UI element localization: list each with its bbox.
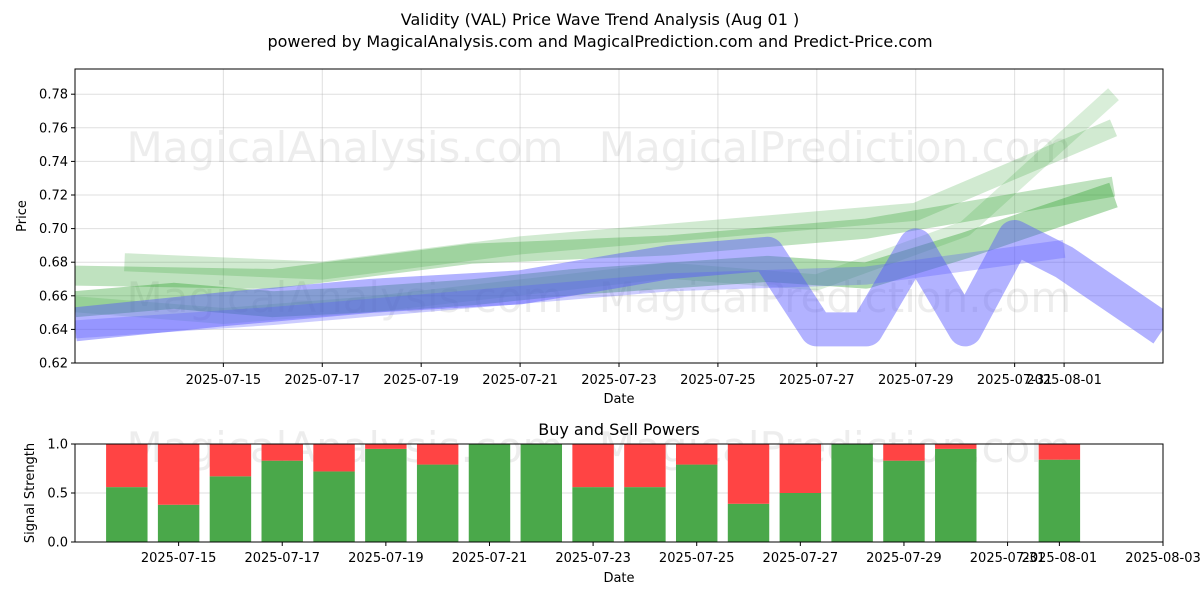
buy-bar (935, 448, 977, 542)
price-series-group (75, 88, 1163, 347)
signal-x-tick-label: 2025-07-27 (763, 551, 839, 566)
sell-bar (416, 444, 459, 465)
signal-y-tick-label: 0.0 (47, 536, 68, 551)
price-wave-green-0 (75, 182, 1118, 318)
price-x-tick-label: 2025-07-15 (186, 373, 262, 388)
price-x-tick-label: 2025-08-01 (1026, 373, 1102, 388)
sell-bar (209, 444, 252, 477)
price-x-tick-label: 2025-07-31 (977, 373, 1053, 388)
price-y-axis-label: Price (15, 200, 30, 232)
price-y-tick-label: 0.70 (39, 222, 68, 237)
chart-title: Validity (VAL) Price Wave Trend Analysis… (401, 10, 799, 29)
price-y-tick-label: 0.78 (39, 88, 68, 103)
sell-bar (779, 444, 822, 493)
sell-bar (935, 444, 977, 449)
price-y-tick-label: 0.66 (39, 289, 68, 304)
sell-bar (365, 444, 407, 449)
buy-bar (157, 504, 200, 542)
signal-chart-title: Buy and Sell Powers (538, 420, 700, 439)
signal-y-axis-label: Signal Strength (23, 443, 38, 543)
signal-y-ticks: 0.0 0.5 1.0 (47, 438, 75, 551)
watermark-prediction-mid: MagicalPrediction.com (599, 273, 1072, 322)
signal-x-tick-label: 2025-07-29 (866, 551, 942, 566)
signal-x-tick-label: 2025-07-17 (244, 551, 320, 566)
price-x-axis-label: Date (603, 392, 634, 407)
price-y-tick-label: 0.74 (39, 155, 68, 170)
price-x-tick-label: 2025-07-21 (482, 373, 558, 388)
buy-bar (572, 487, 614, 542)
buy-bar (106, 487, 148, 542)
signal-x-axis-label: Date (603, 571, 634, 586)
sell-bar (883, 444, 925, 461)
signal-bars (106, 444, 1081, 542)
watermark-analysis-mid: MagicalAnalysis.com (127, 273, 564, 322)
buy-bar (727, 503, 770, 542)
sell-bar (727, 444, 770, 504)
signal-x-tick-label: 2025-07-15 (141, 551, 217, 566)
price-wave-green-2 (124, 119, 1118, 280)
signal-x-tick-label: 2025-07-23 (555, 551, 631, 566)
buy-bar (779, 493, 822, 542)
price-y-ticks: 0.62 0.64 0.66 0.68 0.70 0.72 0.74 0.76 0.78 (39, 88, 75, 372)
watermark-prediction-top: MagicalPrediction.com (599, 123, 1072, 172)
sell-bar (261, 444, 303, 461)
buy-bar (831, 444, 873, 542)
price-x-tick-label: 2025-07-17 (284, 373, 360, 388)
sell-bar (675, 444, 718, 465)
price-x-tick-label: 2025-07-25 (680, 373, 756, 388)
buy-bar (468, 444, 511, 542)
buy-bar (1038, 459, 1081, 542)
price-x-ticks: 2025-07-15 2025-07-17 2025-07-19 2025-07-21… (186, 363, 1102, 388)
price-y-tick-label: 0.62 (39, 357, 68, 372)
price-wave-blue-4 (75, 220, 1163, 347)
price-x-tick-label: 2025-07-27 (779, 373, 855, 388)
price-x-tick-label: 2025-07-19 (383, 373, 459, 388)
price-wave-green-3 (75, 88, 1119, 324)
sell-bar (313, 444, 355, 472)
buy-bar (675, 464, 718, 542)
buy-bar (313, 471, 355, 542)
buy-bar (883, 460, 925, 542)
signal-x-tick-label: 2025-08-01 (1022, 551, 1098, 566)
signal-x-tick-label: 2025-07-31 (970, 551, 1046, 566)
sell-bar (572, 444, 614, 488)
price-chart: MagicalAnalysis.com MagicalPrediction.co… (15, 68, 1164, 407)
sell-bar (106, 444, 148, 488)
signal-chart: Buy and Sell Powers MagicalAnalysis.com … (23, 420, 1200, 586)
price-wave-green-1 (75, 176, 1116, 289)
price-y-tick-label: 0.64 (39, 323, 68, 338)
buy-bar (365, 448, 407, 542)
buy-bar (520, 444, 563, 542)
chart-subtitle: powered by MagicalAnalysis.com and Magic… (267, 32, 932, 51)
signal-y-tick-label: 1.0 (47, 438, 68, 453)
signal-x-ticks: 2025-07-15 2025-07-17 2025-07-19 2025-07-21… (141, 542, 1200, 566)
sell-bar (157, 444, 200, 505)
signal-x-tick-label: 2025-07-25 (659, 551, 735, 566)
signal-x-tick-label: 2025-07-19 (348, 551, 424, 566)
signal-x-tick-label: 2025-08-03 (1125, 551, 1200, 566)
sell-bar (1038, 444, 1081, 460)
watermark-analysis-top: MagicalAnalysis.com (127, 123, 564, 172)
buy-bar (261, 460, 303, 542)
price-y-tick-label: 0.72 (39, 189, 68, 204)
signal-x-tick-label: 2025-07-21 (452, 551, 528, 566)
signal-y-tick-label: 0.5 (47, 487, 68, 502)
price-wave-blue-5 (75, 239, 1066, 339)
buy-bar (624, 487, 666, 542)
price-x-tick-label: 2025-07-29 (878, 373, 954, 388)
sell-bar (624, 444, 666, 488)
price-y-tick-label: 0.76 (39, 121, 68, 136)
buy-bar (209, 476, 252, 542)
price-y-tick-label: 0.68 (39, 256, 68, 271)
price-x-tick-label: 2025-07-23 (581, 373, 657, 388)
buy-bar (416, 464, 459, 542)
